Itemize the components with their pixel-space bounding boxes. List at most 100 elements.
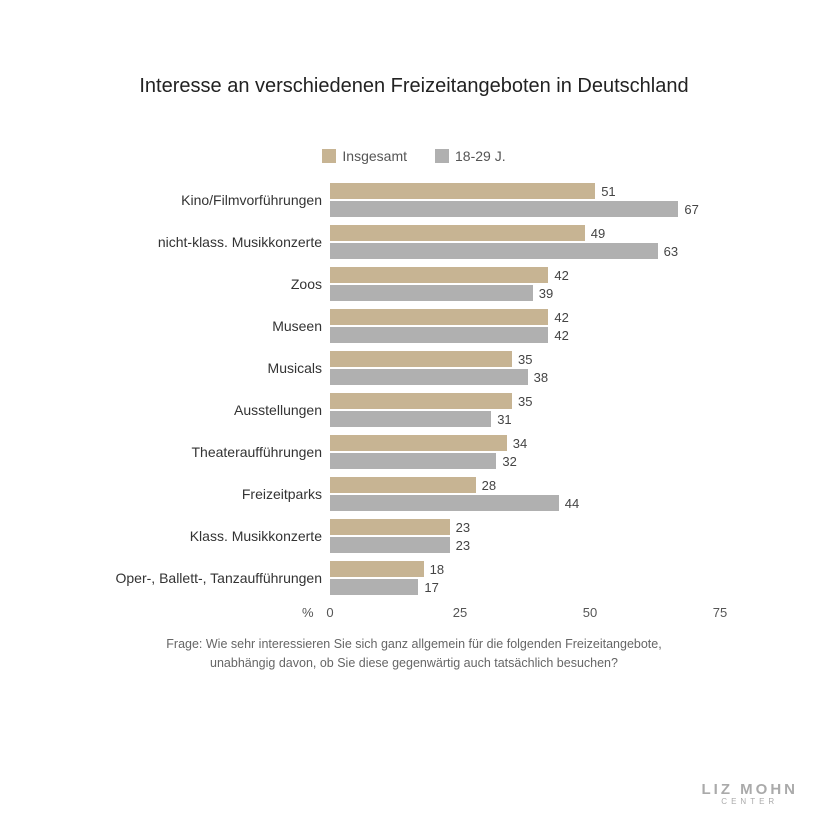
bars-group: 35 31 — [330, 389, 720, 431]
bar-wrap: 44 — [330, 495, 720, 511]
category-label: Klass. Musikkonzerte — [100, 528, 330, 544]
bar-wrap: 38 — [330, 369, 720, 385]
chart-row: Zoos4239 — [100, 263, 720, 305]
chart-row: Musicals3538 — [100, 347, 720, 389]
chart-row: Ausstellungen 35 31 — [100, 389, 720, 431]
category-label: Freizeitparks — [100, 486, 330, 502]
logo: LIZ MOHN CENTER — [702, 781, 799, 806]
bar-series1 — [330, 393, 512, 409]
legend-label-series1: Insgesamt — [342, 148, 407, 164]
category-label: Theateraufführungen — [100, 444, 330, 460]
category-label: Ausstellungen — [100, 402, 330, 418]
bar-series2 — [330, 537, 450, 553]
category-label: Museen — [100, 318, 330, 334]
bar-wrap: 23 — [330, 537, 720, 553]
bar-wrap: 49 — [330, 225, 720, 241]
x-tick: 50 — [583, 605, 597, 620]
chart-row: nicht-klass. Musikkonzerte4963 — [100, 221, 720, 263]
bar-value: 35 — [518, 352, 532, 367]
bar-series1 — [330, 351, 512, 367]
category-label: Oper-, Ballett-, Tanzaufführungen — [100, 570, 330, 586]
bar-value: 23 — [456, 520, 470, 535]
bar-series1 — [330, 309, 548, 325]
bar-chart: Kino/Filmvorführungen5167nicht-klass. Mu… — [100, 179, 720, 599]
bar-wrap: 17 — [330, 579, 720, 595]
chart-row: Kino/Filmvorführungen5167 — [100, 179, 720, 221]
logo-name: LIZ MOHN — [702, 781, 799, 798]
category-label: Zoos — [100, 276, 330, 292]
bar-value: 34 — [513, 436, 527, 451]
bar-series2 — [330, 411, 491, 427]
bars-group: 3538 — [330, 347, 720, 389]
bars-group: 4242 — [330, 305, 720, 347]
bar-value: 42 — [554, 328, 568, 343]
bar-series1 — [330, 225, 585, 241]
bars-group: 4963 — [330, 221, 720, 263]
category-label: Musicals — [100, 360, 330, 376]
bar-wrap: 51 — [330, 183, 720, 199]
bar-series2 — [330, 201, 678, 217]
bars-group: 1817 — [330, 557, 720, 599]
bar-wrap: 39 — [330, 285, 720, 301]
bar-series1 — [330, 477, 476, 493]
bar-value: 39 — [539, 286, 553, 301]
bars-group: 2323 — [330, 515, 720, 557]
bar-value: 23 — [456, 538, 470, 553]
legend-label-series2: 18-29 J. — [455, 148, 506, 164]
bar-value: 18 — [430, 562, 444, 577]
bar-series2 — [330, 453, 496, 469]
x-tick: 75 — [713, 605, 727, 620]
bars-group: 28 44 — [330, 473, 720, 515]
bar-value: 28 — [482, 478, 496, 493]
legend: Insgesamt 18-29 J. — [50, 148, 778, 164]
footnote: Frage: Wie sehr interessieren Sie sich g… — [50, 635, 778, 673]
bar-value: 49 — [591, 226, 605, 241]
bar-wrap: 42 — [330, 267, 720, 283]
chart-row: Oper-, Ballett-, Tanzaufführungen1817 — [100, 557, 720, 599]
bars-group: 5167 — [330, 179, 720, 221]
bar-series1 — [330, 561, 424, 577]
bars-group: 3432 — [330, 431, 720, 473]
bar-value: 17 — [424, 580, 438, 595]
chart-row: Freizeitparks 28 44 — [100, 473, 720, 515]
bar-value: 38 — [534, 370, 548, 385]
bar-value: 31 — [497, 412, 511, 427]
bar-series1 — [330, 519, 450, 535]
axis-unit: % — [302, 605, 314, 620]
chart-row: Klass. Musikkonzerte2323 — [100, 515, 720, 557]
bar-series2 — [330, 579, 418, 595]
x-tick: 25 — [453, 605, 467, 620]
bar-value: 35 — [518, 394, 532, 409]
bar-series2 — [330, 285, 533, 301]
bar-wrap: 18 — [330, 561, 720, 577]
chart-row: Museen4242 — [100, 305, 720, 347]
logo-sub: CENTER — [702, 797, 799, 806]
bar-series2 — [330, 243, 658, 259]
footnote-line1: Frage: Wie sehr interessieren Sie sich g… — [50, 635, 778, 654]
bar-series2 — [330, 327, 548, 343]
x-tick: 0 — [326, 605, 333, 620]
chart-row: Theateraufführungen3432 — [100, 431, 720, 473]
bar-value: 51 — [601, 184, 615, 199]
swatch-series1 — [322, 149, 336, 163]
swatch-series2 — [435, 149, 449, 163]
bars-group: 4239 — [330, 263, 720, 305]
bar-wrap: 63 — [330, 243, 720, 259]
bar-wrap: 35 — [330, 351, 720, 367]
bar-wrap: 67 — [330, 201, 720, 217]
bar-series2 — [330, 495, 559, 511]
bar-value: 44 — [565, 496, 579, 511]
category-label: Kino/Filmvorführungen — [100, 192, 330, 208]
bar-wrap: 31 — [330, 411, 720, 427]
bar-series1 — [330, 183, 595, 199]
bar-value: 32 — [502, 454, 516, 469]
bar-wrap: 34 — [330, 435, 720, 451]
legend-item-series1: Insgesamt — [322, 148, 407, 164]
chart-title: Interesse an verschiedenen Freizeitangeb… — [50, 75, 778, 98]
bar-wrap: 23 — [330, 519, 720, 535]
legend-item-series2: 18-29 J. — [435, 148, 506, 164]
bar-series1 — [330, 435, 507, 451]
bar-series2 — [330, 369, 528, 385]
bar-wrap: 42 — [330, 309, 720, 325]
bar-wrap: 32 — [330, 453, 720, 469]
